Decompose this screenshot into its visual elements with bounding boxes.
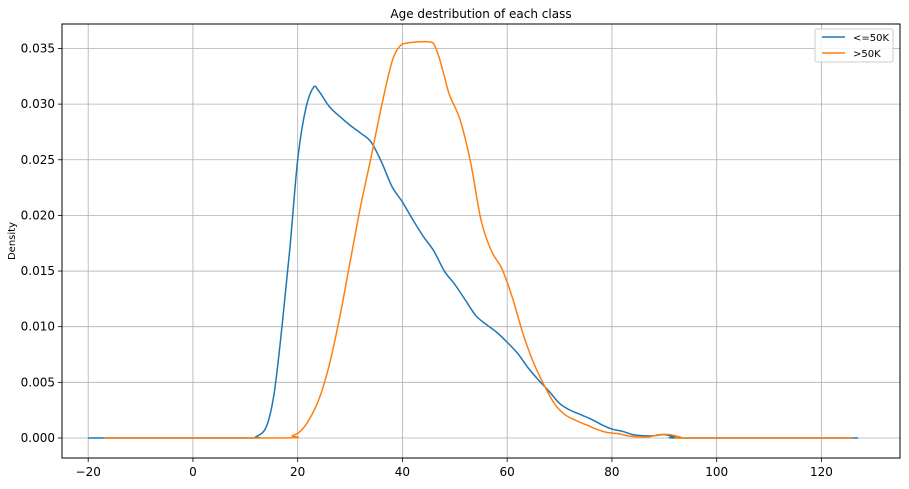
x-tick-label: 100 <box>705 465 728 479</box>
y-axis-label: Density <box>7 222 18 260</box>
series-lines <box>88 40 859 439</box>
legend-label-gt50k: >50K <box>853 49 881 60</box>
x-tick-label: 80 <box>604 465 619 479</box>
y-tick-label: 0.015 <box>21 264 55 278</box>
x-tick-label: 120 <box>810 465 833 479</box>
x-tick-label: −20 <box>76 465 101 479</box>
y-tick-label: 0.025 <box>21 153 55 167</box>
grid-lines <box>62 24 900 458</box>
y-tick-label: 0.000 <box>21 431 55 445</box>
x-tick-label: 0 <box>189 465 197 479</box>
series-line-le50k <box>88 85 859 439</box>
series-line-gt50k <box>103 40 853 439</box>
plot-frame <box>61 23 901 459</box>
x-tick-label: 40 <box>395 465 410 479</box>
x-tick-label: 20 <box>290 465 305 479</box>
x-tick-label: 60 <box>500 465 515 479</box>
chart-title: Age destribution of each class <box>390 7 571 21</box>
y-tick-label: 0.020 <box>21 208 55 222</box>
legend: <=50K >50K <box>814 28 894 63</box>
y-tick-label: 0.030 <box>21 97 55 111</box>
y-tick-label: 0.005 <box>21 375 55 389</box>
axis-ticks: −20 0 20 40 60 80 100 120 0.000 0.005 0.010 0.015 0.… <box>21 41 833 479</box>
legend-label-le50k: <=50K <box>853 33 889 44</box>
y-tick-label: 0.035 <box>21 41 55 55</box>
y-tick-label: 0.010 <box>21 320 55 334</box>
